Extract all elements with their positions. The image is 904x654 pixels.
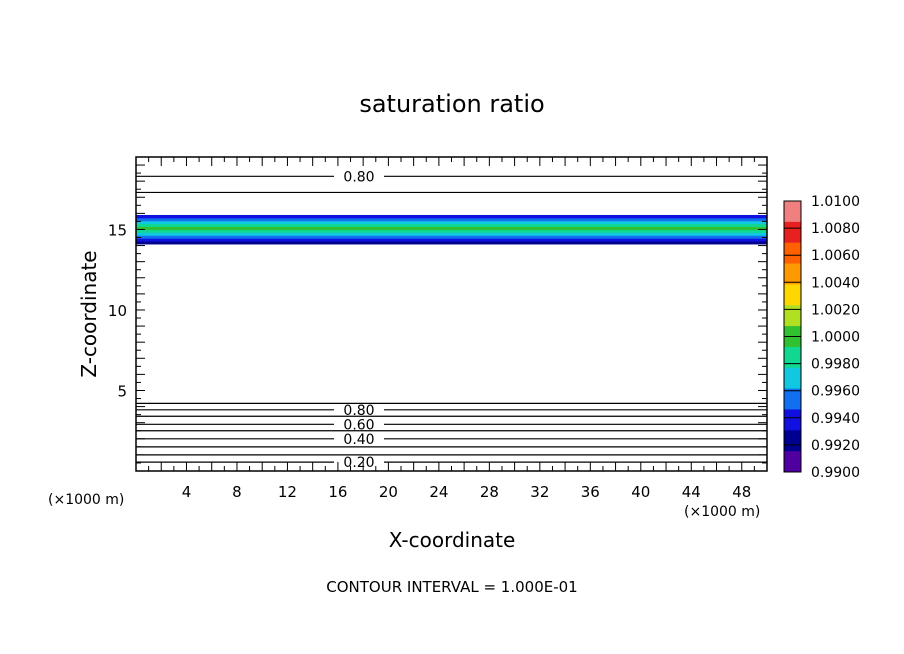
colorbar-swatch	[784, 367, 801, 390]
band-layer	[136, 214, 767, 219]
band-layer	[136, 238, 767, 242]
contour-label: 0.80	[343, 169, 374, 185]
contour-interval-note: CONTOUR INTERVAL = 1.000E-01	[326, 578, 577, 596]
colorbar-swatch	[784, 221, 801, 244]
band-layer	[136, 220, 767, 225]
x-unit-left: (×1000 m)	[48, 492, 124, 508]
colorbar-label: 0.9900	[811, 465, 860, 481]
contour-lines: 0.800.800.600.400.20	[136, 169, 767, 471]
band-layer	[136, 241, 767, 245]
colorbar-swatch	[784, 284, 801, 306]
colorbar-swatch	[784, 451, 801, 473]
band-layer	[136, 223, 767, 228]
colorbar-label: 0.9960	[811, 384, 860, 400]
colorbar-swatch	[784, 346, 801, 369]
colorbar-swatch	[784, 242, 801, 264]
x-tick-label: 40	[631, 483, 650, 501]
x-tick-label: 32	[530, 483, 549, 501]
x-tick-label: 8	[232, 483, 242, 501]
band-layer	[136, 217, 767, 222]
colorbar-label: 0.9940	[811, 411, 860, 427]
colorbar: 1.0100 1.0080 1.0060 1.0040 1.0020 1.0000 0.99…	[783, 194, 860, 481]
x-tick-label: 36	[581, 483, 600, 501]
band-layer	[136, 232, 767, 236]
colorbar-swatch	[784, 409, 801, 431]
colorbar-swatch	[784, 263, 801, 285]
x-tick-label: 28	[480, 483, 499, 501]
colorbar-label: 1.0100	[811, 194, 860, 210]
colorbar-label: 1.0000	[811, 330, 860, 346]
colorbar-label: 1.0080	[811, 221, 860, 237]
x-unit-right: (×1000 m)	[684, 504, 760, 520]
x-axis-label: X-coordinate	[389, 528, 516, 552]
y-tick-label: 10	[108, 302, 127, 320]
colorbar-swatch	[784, 305, 801, 327]
y-tick-label: 15	[108, 221, 127, 239]
saturation-band	[136, 214, 767, 245]
band-layer	[136, 229, 767, 233]
band-layer	[136, 226, 767, 230]
y-ticks: 5 10 15	[108, 164, 767, 464]
colorbar-label: 0.9920	[811, 438, 860, 454]
colorbar-swatch	[784, 388, 801, 410]
contour-label: 0.80	[343, 403, 374, 419]
chart-title: saturation ratio	[359, 90, 544, 118]
x-tick-label: 20	[379, 483, 398, 501]
band-layer	[136, 235, 767, 239]
contour-label: 0.60	[343, 417, 374, 433]
x-tick-label: 44	[682, 483, 701, 501]
colorbar-swatch	[784, 430, 801, 452]
contour-label: 0.40	[343, 432, 374, 448]
x-tick-label: 12	[278, 483, 297, 501]
x-tick-label: 16	[328, 483, 347, 501]
colorbar-label: 0.9980	[811, 357, 860, 373]
contour-label: 0.20	[343, 455, 374, 471]
y-axis-label: Z-coordinate	[77, 250, 101, 377]
y-tick-label: 5	[117, 382, 127, 400]
x-tick-label: 48	[732, 483, 751, 501]
x-ticks: 4 8 12 16 20 24 28 32 36 40 44 48	[148, 157, 755, 501]
colorbar-label: 1.0040	[811, 275, 860, 291]
colorbar-label: 1.0020	[811, 302, 860, 318]
x-tick-label: 24	[429, 483, 448, 501]
colorbar-label: 1.0060	[811, 248, 860, 264]
x-tick-label: 4	[182, 483, 192, 501]
colorbar-swatch	[784, 201, 801, 223]
